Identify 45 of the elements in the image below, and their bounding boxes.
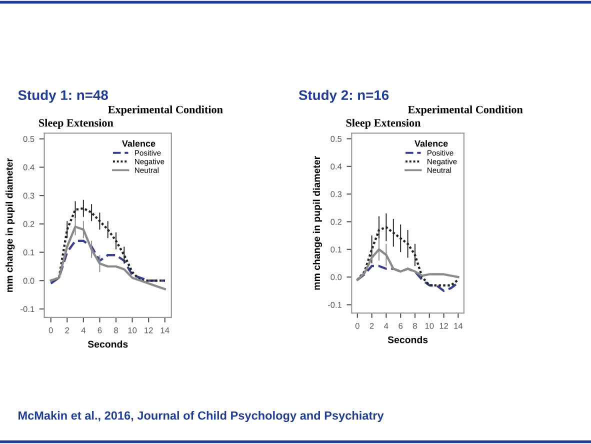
- y-tick-label: 0.4: [330, 164, 342, 170]
- y-axis-title: mm change in pupil diameter: [6, 158, 15, 292]
- x-tick-label: 4: [384, 323, 388, 329]
- x-tick-label: 2: [370, 322, 374, 329]
- x-axis-title: Seconds: [388, 336, 428, 344]
- y-tick-label: 0.3: [330, 191, 342, 198]
- y-tick-label: 0.2: [330, 218, 342, 225]
- x-tick-label: 8: [413, 322, 417, 329]
- y-tick-label: 0.5: [330, 136, 342, 142]
- y-tick-label: -0.1: [20, 306, 34, 312]
- text: Sleep Extension: [346, 118, 421, 129]
- chart-title: Study 1: n=48: [18, 90, 108, 103]
- chart-title: Study 2: n=16: [298, 90, 389, 103]
- x-tick-label: 0: [355, 322, 360, 329]
- y-tick-label: 0.1: [23, 249, 34, 256]
- x-tick-label: 12: [440, 322, 448, 329]
- line-series: [50, 240, 166, 285]
- x-tick-label: 8: [114, 327, 118, 334]
- x-tick-label: 4: [81, 327, 86, 334]
- y-tick-label: 0.5: [23, 136, 34, 142]
- legend-title: Valence: [414, 140, 448, 147]
- chart-subtitle: Experimental Condition: [408, 106, 523, 116]
- y-tick-label: 0.3: [23, 192, 34, 199]
- x-tick-label: 2: [65, 327, 70, 334]
- y-tick-label: 0.0: [330, 274, 342, 280]
- x-tick-label: 10: [425, 322, 434, 329]
- x-tick-label: 10: [128, 327, 137, 334]
- y-tick-label: 0.0: [23, 278, 34, 284]
- x-tick-label: 0: [48, 327, 53, 334]
- y-tick-label: 0.4: [23, 164, 34, 170]
- text: Sleep Extension: [39, 118, 114, 129]
- y-tick-label: 0.1: [330, 246, 342, 252]
- text: McMakin et al., 2016, Journal of Child Psychology and Psychiatry: [18, 411, 384, 422]
- x-tick-label: 14: [454, 323, 463, 329]
- x-tick-label: 12: [144, 327, 153, 334]
- chart-subtitle: Experimental Condition: [108, 106, 223, 116]
- x-tick-label: 6: [98, 327, 102, 334]
- y-tick-label: 0.2: [23, 221, 34, 228]
- legend-title: Valence: [122, 140, 156, 147]
- x-tick-label: 6: [398, 322, 403, 329]
- y-axis-title: mm change in pupil diameter: [312, 156, 322, 290]
- line-series: [356, 264, 460, 292]
- x-axis-title: Seconds: [88, 340, 128, 348]
- x-tick-label: 14: [160, 327, 170, 334]
- y-tick-label: -0.1: [328, 302, 342, 308]
